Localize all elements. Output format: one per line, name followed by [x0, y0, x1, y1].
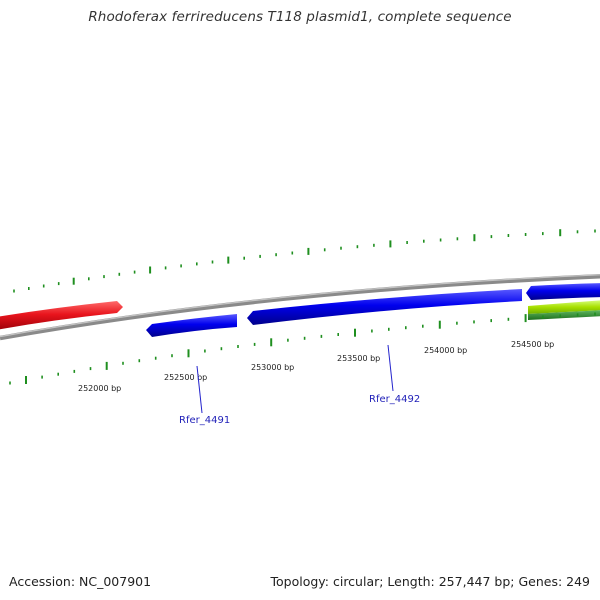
gene-label-leader [387, 344, 394, 392]
plasmid-backbone [0, 273, 600, 341]
plus-strand-gene[interactable] [0, 301, 123, 331]
gc-content-low-band [528, 310, 600, 320]
gc-content-high-band [528, 300, 600, 314]
accession-label: Accession: NC_007901 [9, 574, 152, 589]
scale-tick-label: 252000 bp [78, 384, 121, 393]
gene-label-rfer-4491[interactable]: Rfer_4491 [179, 415, 230, 426]
gene-label-rfer-4492[interactable]: Rfer_4492 [369, 394, 420, 405]
plasmid-backbone-highlight [0, 274, 600, 338]
scale-tick-label: 252500 bp [164, 373, 207, 382]
scale-labels: 252000 bp 252500 bp 253000 bp 253500 bp … [78, 340, 554, 393]
sequence-summary: Topology: circular; Length: 257,447 bp; … [270, 574, 591, 589]
scale-tick-label: 254000 bp [424, 346, 467, 355]
scale-tick-label: 253000 bp [251, 363, 294, 372]
minus-strand-gene[interactable] [247, 289, 522, 325]
gene-label-leader [196, 365, 203, 414]
map-title: Rhodoferax ferrireducens T118 plasmid1, … [88, 9, 512, 25]
minus-strand-gene[interactable] [146, 314, 237, 337]
scale-tick-label: 254500 bp [511, 340, 554, 349]
scale-tick-row [9, 312, 596, 385]
outer-tick-row [13, 229, 596, 293]
scale-tick-label: 253500 bp [337, 354, 380, 363]
minus-strand-gene[interactable] [526, 283, 600, 300]
